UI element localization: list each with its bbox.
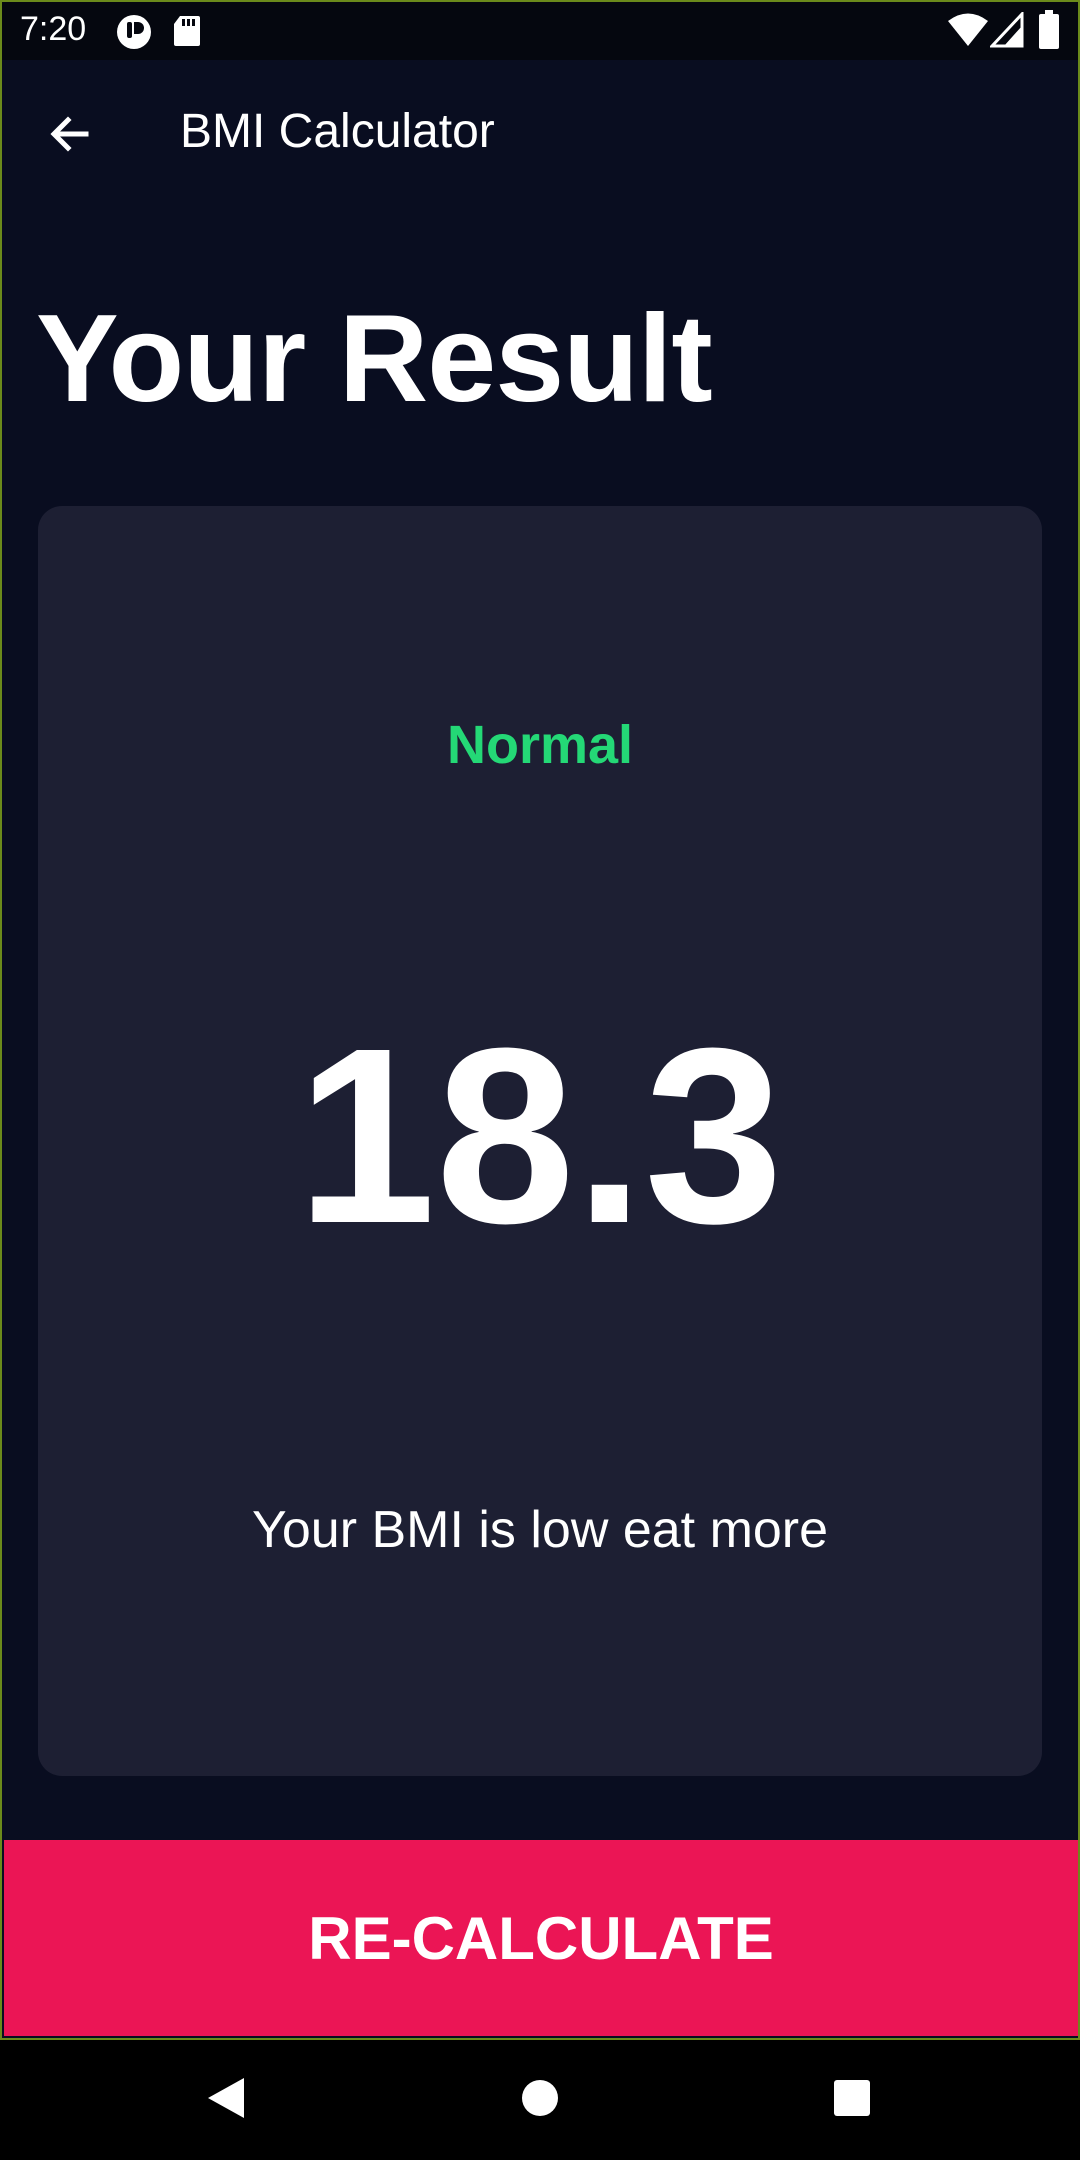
arrow-back-icon (46, 110, 94, 163)
bmi-category-label: Normal (446, 715, 634, 775)
recalculate-button[interactable]: RE-CALCULATE (4, 1840, 1078, 2036)
sd-card-icon (172, 14, 202, 53)
bmi-interpretation: Your BMI is low eat more (251, 1501, 829, 1559)
cell-signal-icon (988, 10, 1024, 53)
nav-back-button[interactable] (186, 2060, 266, 2140)
nav-recents-icon (832, 2078, 872, 2123)
back-button[interactable] (30, 96, 110, 176)
app-title: BMI Calculator (180, 105, 495, 158)
nav-home-button[interactable] (500, 2060, 580, 2140)
app-notification-icon (116, 14, 152, 55)
page-title: Your Result (36, 290, 713, 428)
status-bar: 7:20 (0, 0, 1080, 60)
battery-icon (1038, 10, 1060, 55)
bmi-value: 18.3 (296, 996, 784, 1275)
nav-recents-button[interactable] (812, 2060, 892, 2140)
system-nav-bar (0, 2040, 1080, 2160)
result-card: Normal 18.3 Your BMI is low eat more (38, 506, 1042, 1776)
wifi-icon (948, 12, 988, 53)
nav-back-icon (204, 2074, 248, 2127)
status-time: 7:20 (20, 10, 87, 48)
nav-home-icon (520, 2078, 560, 2123)
app-bar: BMI Calculator (0, 60, 1080, 202)
